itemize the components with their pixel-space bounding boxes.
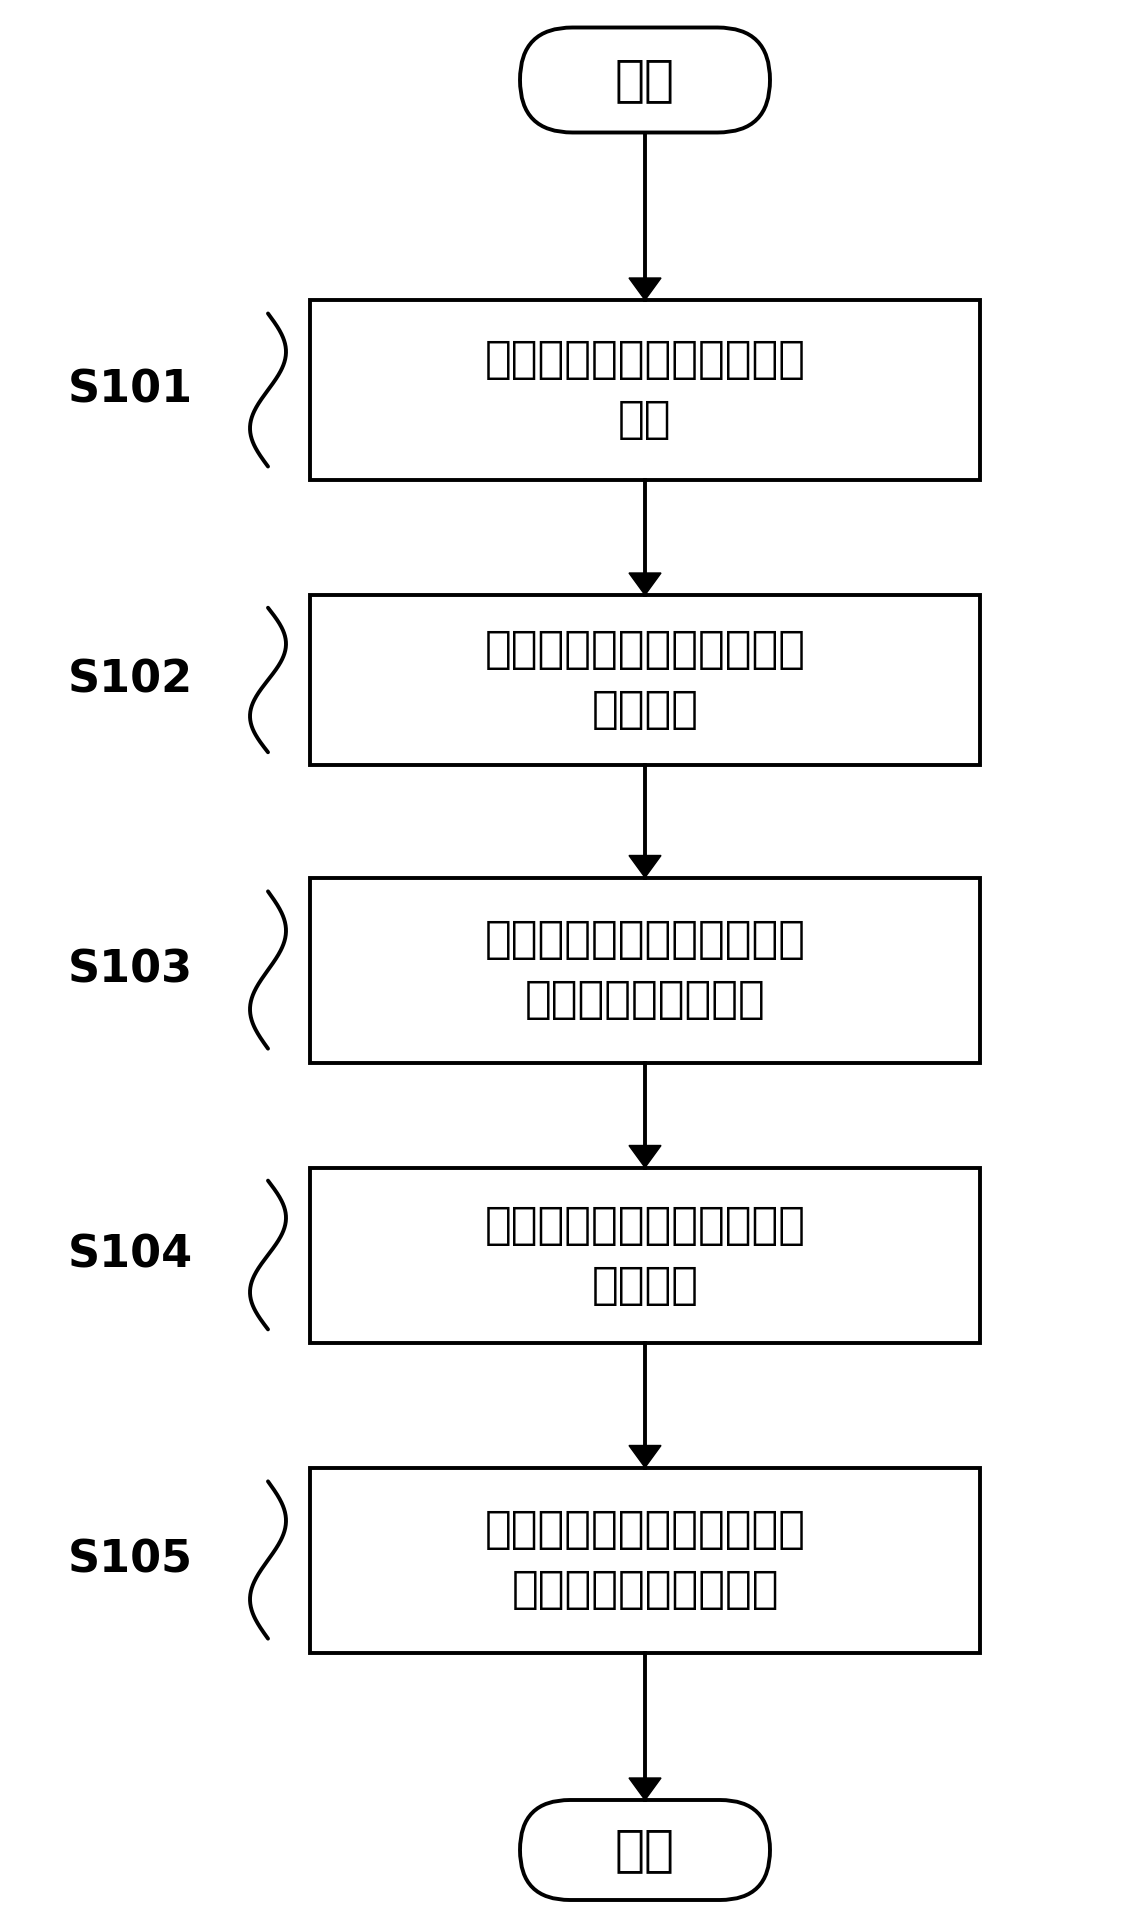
Text: 对压缩型加强元数据文件进
一步压缩: 对压缩型加强元数据文件进 一步压缩 [484, 1203, 805, 1307]
FancyBboxPatch shape [310, 877, 980, 1062]
Text: 将假脱机文件切分为加强元
数据文件: 将假脱机文件切分为加强元 数据文件 [484, 629, 805, 731]
Text: 将待发送文件转换为假脱机
文件: 将待发送文件转换为假脱机 文件 [484, 339, 805, 442]
FancyBboxPatch shape [310, 301, 980, 480]
Polygon shape [629, 1778, 661, 1801]
Text: S102: S102 [67, 659, 192, 702]
Text: S105: S105 [67, 1539, 192, 1581]
FancyBboxPatch shape [310, 596, 980, 765]
Text: 开始: 开始 [615, 56, 675, 104]
Polygon shape [629, 573, 661, 596]
Polygon shape [629, 856, 661, 877]
Text: 将再次压缩的压缩型加强元
数据文件通过网络发送: 将再次压缩的压缩型加强元 数据文件通过网络发送 [484, 1508, 805, 1612]
Polygon shape [629, 1145, 661, 1168]
Text: S104: S104 [67, 1234, 192, 1276]
Text: S103: S103 [67, 949, 192, 991]
FancyBboxPatch shape [310, 1467, 980, 1652]
Text: 结束: 结束 [615, 1826, 675, 1874]
Polygon shape [629, 278, 661, 301]
FancyBboxPatch shape [310, 1168, 980, 1342]
Text: S101: S101 [67, 368, 192, 411]
FancyBboxPatch shape [520, 1801, 770, 1899]
Polygon shape [629, 1446, 661, 1467]
FancyBboxPatch shape [520, 27, 770, 133]
Text: 将加强元数据文件压缩为压
缩型加强元数据文件: 将加强元数据文件压缩为压 缩型加强元数据文件 [484, 918, 805, 1022]
